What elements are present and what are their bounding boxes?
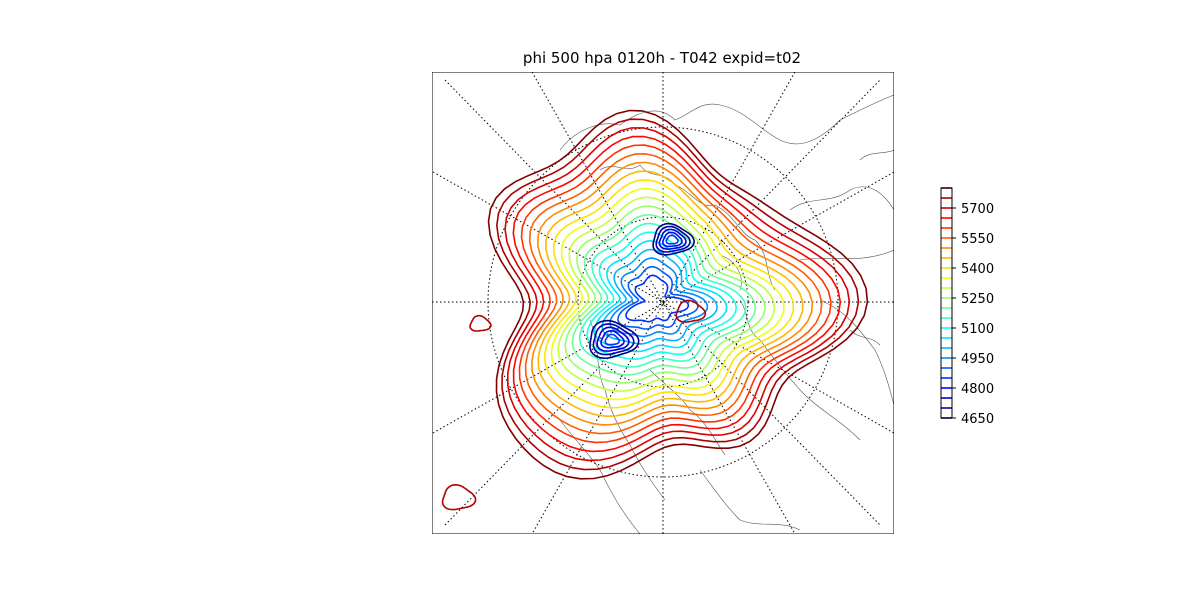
- contour-line: [524, 152, 823, 435]
- contour-line: [530, 161, 814, 426]
- colorbar-frame: [940, 187, 953, 419]
- low-center-contour: [592, 323, 635, 356]
- colorbar-tick-label: 4800: [961, 382, 994, 397]
- low-center-contour: [596, 326, 630, 352]
- contour-line: [512, 135, 842, 453]
- geopotential-contours: [441, 109, 869, 511]
- low-center-contour: [589, 319, 640, 360]
- contour-line: [487, 109, 869, 480]
- contour-line: [504, 127, 851, 462]
- closed-contour: [675, 299, 707, 323]
- colorbar-tick-label: 4650: [961, 412, 994, 427]
- map-title: phi 500 hpa 0120h - T042 expid=t02: [523, 49, 801, 67]
- low-center-contour: [658, 228, 687, 250]
- colorbar-tick-label: 5550: [961, 232, 994, 247]
- contour-line: [557, 196, 776, 392]
- contour-line: [593, 239, 728, 353]
- contour-line: [586, 231, 738, 361]
- closed-contour: [469, 314, 492, 332]
- low-center-contour: [665, 234, 679, 245]
- contour-line: [537, 170, 804, 418]
- low-center-contour: [652, 222, 695, 256]
- colorbar: 4650 4800 4950 5100 5250 5400 5550 5700: [940, 187, 994, 427]
- contour-line: [609, 257, 709, 338]
- contour-line: [617, 265, 699, 330]
- contour-line: [625, 274, 690, 323]
- low-center-contour: [661, 231, 683, 248]
- contour-line: [518, 144, 832, 444]
- colorbar-tick-label: 5100: [961, 322, 994, 337]
- closed-contour: [441, 483, 477, 511]
- contour-line: [550, 187, 785, 401]
- colorbar-tick-label: 4950: [961, 352, 994, 367]
- colorbar-tick-label: 5700: [961, 202, 994, 217]
- low-center-contour: [655, 225, 691, 253]
- contour-line: [495, 118, 860, 471]
- colorbar-tick-label: 5400: [961, 262, 994, 277]
- map-panel: [432, 72, 894, 534]
- contour-line: [543, 179, 795, 409]
- low-center-contour: [604, 333, 621, 346]
- contour-line: [564, 205, 766, 384]
- colorbar-ticks: 4650 4800 4950 5100 5250 5400 5550 5700: [952, 202, 994, 427]
- colorbar-levels: [941, 187, 952, 419]
- low-center-contour: [600, 329, 625, 349]
- colorbar-tick-label: 5250: [961, 292, 994, 307]
- contour-line: [601, 248, 718, 345]
